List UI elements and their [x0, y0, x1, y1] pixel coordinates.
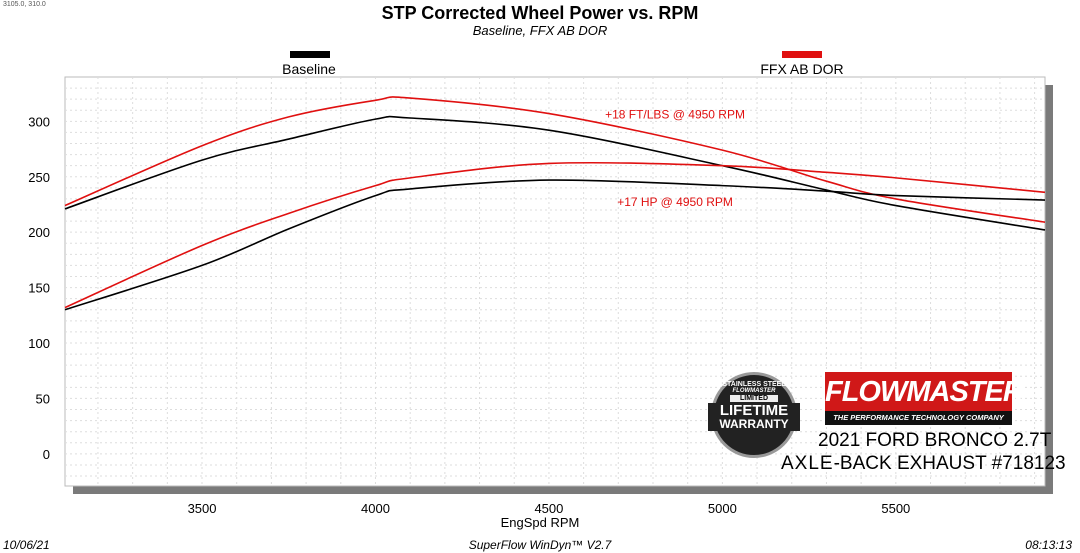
y-tick-label: 0 — [43, 447, 50, 462]
x-tick-label: 4000 — [361, 501, 390, 516]
y-tick-label: 200 — [28, 225, 50, 240]
chart-title: STP Corrected Wheel Power vs. RPM — [381, 3, 699, 23]
footer-software: SuperFlow WinDyn™ V2.7 — [468, 538, 612, 552]
y-tick-label: 150 — [28, 281, 50, 296]
footer-time: 08:13:13 — [1025, 538, 1072, 552]
x-tick-label: 4500 — [534, 501, 563, 516]
x-tick-label: 5500 — [881, 501, 910, 516]
series-line-baseline-2 — [64, 179, 1046, 311]
product-label: AXLE-BACK EXHAUST #718123 — [781, 453, 1066, 474]
annotation-0: +18 FT/LBS @ 4950 RPM — [605, 108, 745, 122]
annotation-1: +17 HP @ 4950 RPM — [617, 195, 733, 209]
y-tick-label: 50 — [36, 391, 50, 406]
series-line-baseline-0 — [64, 115, 1046, 231]
y-tick-label: 100 — [28, 336, 50, 351]
y-tick-label: 250 — [28, 170, 50, 185]
x-axis-label: EngSpd RPM — [500, 515, 580, 530]
series-line-ffx-1 — [64, 96, 1046, 223]
warranty-badge: STAINLESS STEEL FLOWMASTER LIMITED LIFET… — [708, 372, 800, 458]
y-tick-label: 300 — [28, 114, 50, 129]
chart-subtitle: Baseline, FFX AB DOR — [472, 23, 608, 38]
legend-label-ffx: FFX AB DOR — [760, 61, 844, 77]
vehicle-label: 2021 FORD BRONCO 2.7T — [818, 430, 1052, 451]
series-line-ffx-3 — [64, 161, 1046, 309]
x-tick-label: 3500 — [188, 501, 217, 516]
footer-date: 10/06/21 — [3, 538, 50, 552]
legend-label-baseline: Baseline — [282, 61, 336, 77]
legend-swatch-ffx — [782, 51, 822, 58]
x-tick-label: 5000 — [708, 501, 737, 516]
cursor-readout: 3105.0, 310.0 — [3, 1, 46, 8]
legend-swatch-baseline — [290, 51, 330, 58]
flowmaster-logo: FLOWMASTER THE PERFORMANCE TECHNOLOGY CO… — [825, 372, 1024, 425]
